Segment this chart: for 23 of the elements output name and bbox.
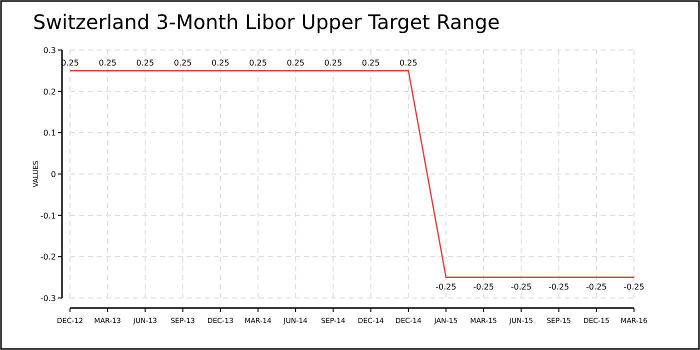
data-label: -0.25	[624, 282, 644, 292]
data-label: -0.25	[548, 282, 570, 292]
data-label: 0.25	[136, 58, 154, 68]
y-tick-label: -0.1	[40, 211, 56, 220]
y-tick-label: -0.2	[40, 252, 56, 262]
chart-title: Switzerland 3-Month Libor Upper Target Range	[33, 10, 500, 34]
data-label: -0.25	[510, 282, 532, 292]
data-label: -0.25	[436, 282, 456, 292]
data-label: 0.25	[286, 58, 305, 68]
data-label: 0.25	[362, 58, 380, 68]
data-label: 0.25	[249, 58, 267, 68]
data-label: 0.25	[98, 58, 117, 68]
data-label: 0.25	[399, 58, 418, 68]
y-tick-label: 0	[50, 170, 56, 179]
data-label: 0.25	[324, 58, 342, 68]
data-label: -0.25	[473, 282, 494, 292]
y-tick-label: 0.1	[43, 128, 56, 138]
data-label: 0.25	[174, 58, 192, 68]
y-tick-label: -0.3	[40, 294, 56, 303]
data-label: 0.25	[211, 58, 230, 68]
y-tick-label: 0.3	[43, 46, 56, 55]
data-label: -0.25	[586, 282, 607, 292]
y-tick-label: 0.2	[43, 87, 56, 96]
